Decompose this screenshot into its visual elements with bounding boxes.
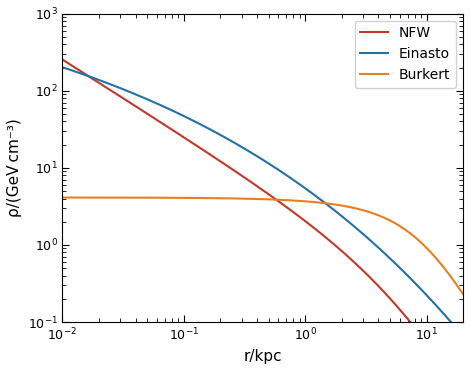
NFW [409,322,415,326]
Einasto [60,65,65,69]
NFW [105,86,111,91]
Burkert [452,280,458,285]
NFW [60,58,65,62]
Einasto [460,334,466,338]
Legend: NFW, Einasto, Burkert: NFW, Einasto, Burkert [354,21,456,88]
Einasto [231,140,236,144]
Burkert [60,195,65,200]
X-axis label: r/kpc: r/kpc [243,349,282,364]
Burkert [213,196,219,200]
Einasto [409,278,415,282]
Line: Einasto: Einasto [63,67,463,336]
Burkert [105,196,111,200]
Y-axis label: ρ/(GeV cm⁻³): ρ/(GeV cm⁻³) [7,118,22,217]
NFW [213,156,219,161]
Einasto [105,81,111,86]
NFW [129,102,135,106]
Burkert [460,292,466,296]
Line: NFW: NFW [63,60,463,371]
Burkert [231,196,236,201]
Einasto [452,325,458,329]
Line: Burkert: Burkert [63,197,463,294]
Burkert [129,196,135,200]
NFW [231,168,236,172]
Einasto [129,91,135,95]
Burkert [409,233,415,237]
Einasto [213,130,219,135]
